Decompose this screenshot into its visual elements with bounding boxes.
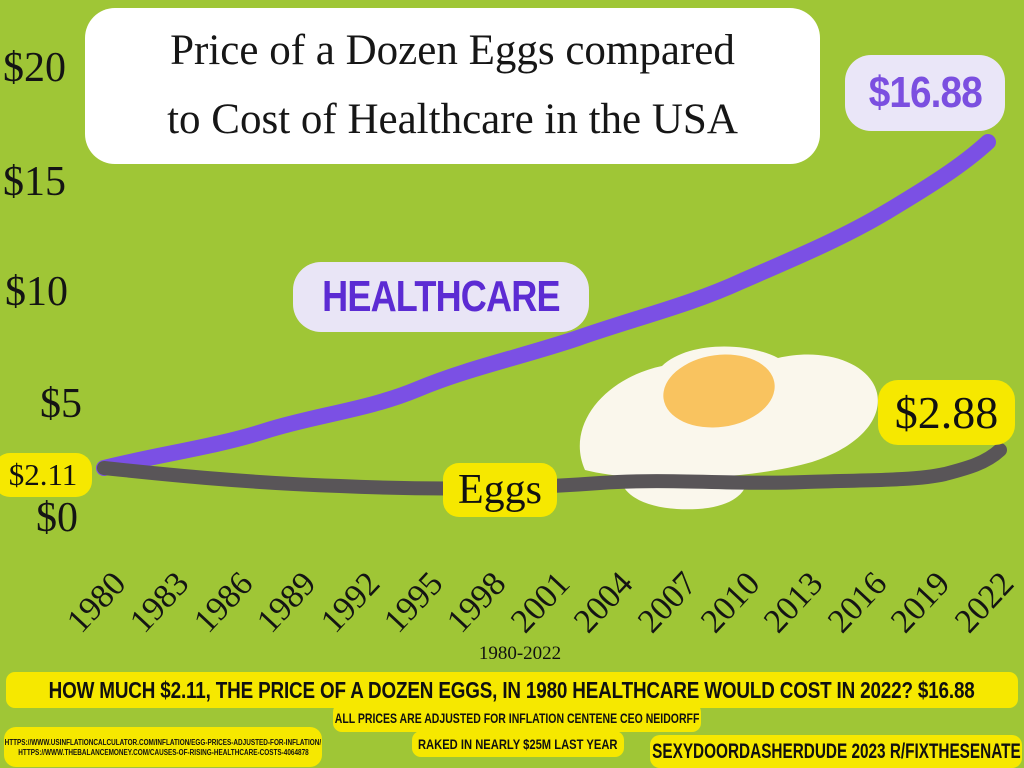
headline-text: HOW MUCH $2.11, THE PRICE OF A DOZEN EGG… [49, 676, 975, 703]
source-links: HTTPS://WWW.USINFLATIONCALCULATOR.COM/IN… [4, 727, 322, 767]
eggs-end-value-badge: $2.88 [878, 380, 1015, 445]
start-value-badge: $2.11 [0, 453, 92, 497]
healthcare-series-text: HEALTHCARE [322, 272, 560, 321]
healthcare-series-label: HEALTHCARE [293, 262, 589, 332]
inflation-note-badge: ALL PRICES ARE ADJUSTED FOR INFLATION CE… [333, 703, 701, 732]
credit-text: SEXYDOORDASHERDUDE 2023 R/FIXTHESENATE [651, 739, 1021, 763]
y-tick-5: $5 [40, 381, 82, 427]
chart-title-line1: Price of a Dozen Eggs compared [170, 27, 735, 75]
y-tick-15: $15 [3, 159, 66, 205]
eggs-series-text: Eggs [458, 467, 542, 513]
y-tick-20: $20 [3, 45, 66, 91]
eggs-line [97, 443, 1007, 496]
x-axis-range-label: 1980-2022 [478, 643, 562, 664]
eggs-end-value: $2.88 [894, 387, 999, 438]
ceo-pay-note-badge: RAKED IN NEARLY $25M LAST YEAR [412, 731, 624, 757]
source-link-healthcare: HTTPS://WWW.THEBALANCEMONEY.COM/CAUSES-O… [17, 747, 309, 757]
y-tick-0: $0 [36, 495, 78, 541]
healthcare-end-value-badge: $16.88 [845, 55, 1005, 131]
chart-title: Price of a Dozen Eggs compared to Cost o… [85, 8, 820, 164]
start-value: $2.11 [8, 457, 78, 492]
y-tick-10: $10 [5, 269, 68, 315]
healthcare-end-value: $16.88 [868, 68, 982, 117]
chart-title-line2: to Cost of Healthcare in the USA [167, 96, 738, 143]
credit-badge: SEXYDOORDASHERDUDE 2023 R/FIXTHESENATE [650, 735, 1022, 768]
eggs-series-label: Eggs [443, 463, 557, 517]
source-link-eggs: HTTPS://WWW.USINFLATIONCALCULATOR.COM/IN… [4, 737, 322, 747]
inflation-note-text: ALL PRICES ARE ADJUSTED FOR INFLATION CE… [334, 709, 700, 726]
ceo-pay-note-text: RAKED IN NEARLY $25M LAST YEAR [418, 736, 618, 752]
healthcare-line [96, 134, 996, 476]
headline-banner: HOW MUCH $2.11, THE PRICE OF A DOZEN EGG… [6, 672, 1018, 708]
fried-egg-yolk [663, 354, 775, 428]
